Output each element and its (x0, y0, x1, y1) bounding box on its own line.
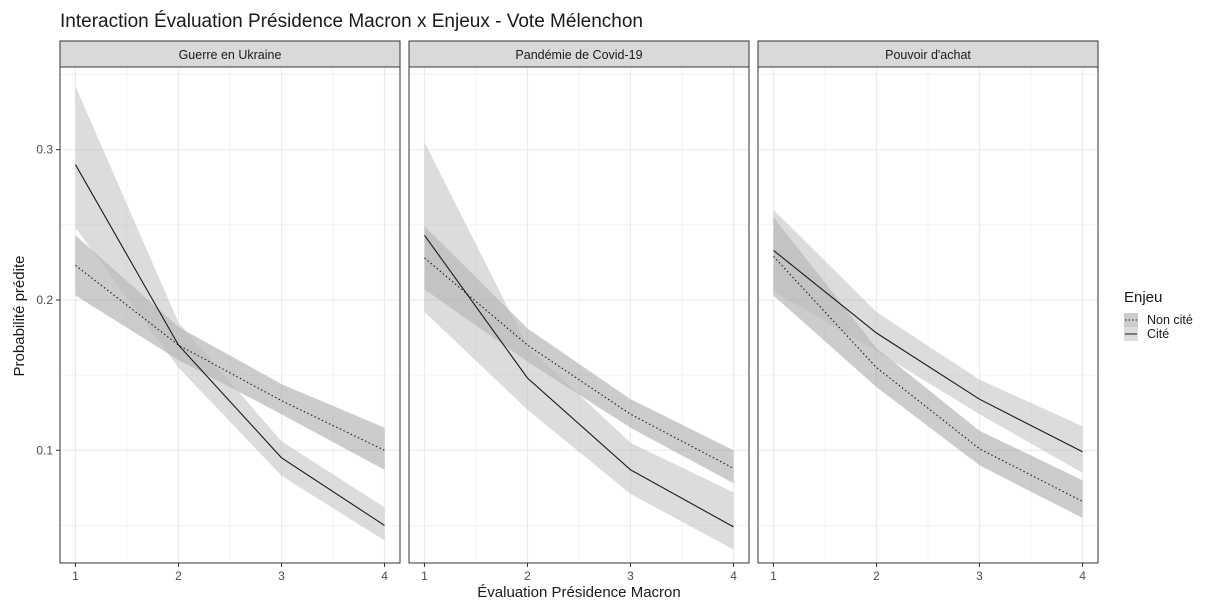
y-axis-title: Probabilité prédite (11, 256, 28, 377)
series-line (75, 264, 385, 451)
y-tick-label: 0.3 (36, 143, 53, 157)
series-line (424, 257, 734, 469)
x-tick-label: 1 (770, 569, 777, 583)
series-line (773, 249, 1083, 453)
facet-strip (59, 40, 401, 68)
facet-strip (757, 40, 1099, 68)
legend-title: Enjeu (1124, 289, 1162, 306)
x-tick-label: 3 (627, 569, 634, 583)
y-tick-label: 0.1 (36, 443, 53, 457)
series-line (424, 234, 734, 528)
facet-strip (408, 40, 750, 68)
facet-label: Guerre en Ukraine (179, 48, 282, 62)
y-axis: 0.1 0.2 0.3 (36, 143, 60, 457)
confidence-ribbon (75, 86, 385, 541)
x-axis-title: Évaluation Présidence Macron (477, 584, 680, 601)
facet-label: Pouvoir d'achat (885, 48, 971, 62)
x-tick-label: 2 (175, 569, 182, 583)
x-tick-label: 2 (873, 569, 880, 583)
x-tick-label: 4 (1079, 569, 1086, 583)
confidence-ribbon (773, 217, 1083, 518)
facet-panel: Guerre en Ukraine 1 2 3 4 (59, 40, 401, 583)
x-tick-label: 3 (976, 569, 983, 583)
x-tick-label: 3 (278, 569, 285, 583)
x-tick-label: 4 (381, 569, 388, 583)
facet-panel: Pandémie de Covid-19 1 2 3 4 (408, 40, 750, 583)
chart-title: Interaction Évaluation Présidence Macron… (60, 11, 643, 32)
x-tick-label: 1 (421, 569, 428, 583)
facet-panel: Pouvoir d'achat 1 2 3 4 (757, 40, 1099, 583)
series-line (773, 256, 1083, 502)
legend-label: Non cité (1147, 313, 1193, 327)
legend-key (1124, 313, 1138, 327)
x-tick-label: 2 (524, 569, 531, 583)
x-tick-label: 1 (72, 569, 79, 583)
facet-label: Pandémie de Covid-19 (515, 48, 642, 62)
confidence-ribbon (424, 142, 734, 550)
confidence-ribbon (75, 235, 385, 470)
legend-label: Cité (1147, 327, 1169, 341)
y-tick-label: 0.2 (36, 293, 53, 307)
series-line (75, 164, 385, 526)
confidence-ribbon (773, 209, 1083, 473)
confidence-ribbon (424, 226, 734, 484)
x-tick-label: 4 (730, 569, 737, 583)
